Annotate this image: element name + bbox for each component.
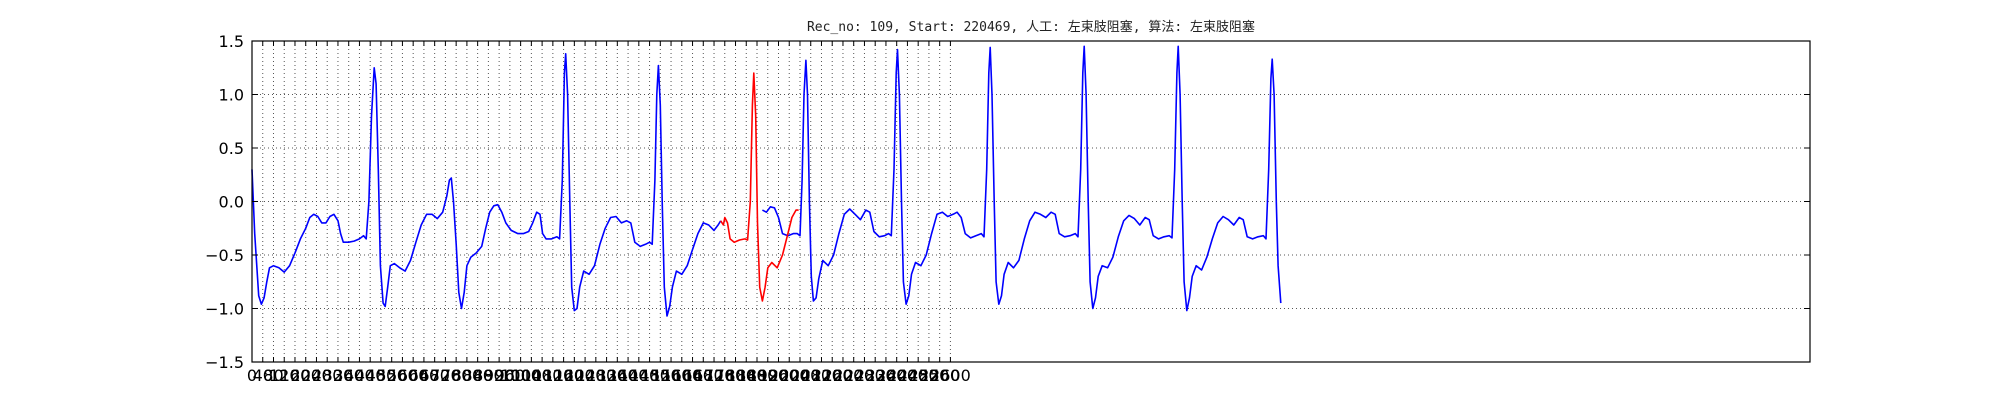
x-tick-label: 1120 — [532, 366, 573, 385]
x-tick-label: 1440 — [618, 366, 659, 385]
x-tick-label: 800 — [452, 366, 483, 385]
x-tick-label: 1640 — [672, 366, 713, 385]
x-tick-label: 1960 — [758, 366, 799, 385]
x-tick-label: 560 — [387, 366, 418, 385]
x-tick-label: 1720 — [694, 366, 735, 385]
x-tick-label: 1320 — [586, 366, 627, 385]
x-tick-label: 520 — [376, 366, 407, 385]
x-tick-label: 2400 — [876, 366, 917, 385]
x-tick-label: 400 — [344, 366, 375, 385]
ecg-series-1-segment-0 — [720, 72, 799, 302]
x-tick-label: 160 — [280, 366, 311, 385]
y-tick-label: 1.5 — [219, 32, 244, 51]
chart-title: Rec_no: 109, Start: 220469, 人工: 左束肢阻塞, 算… — [807, 19, 1255, 35]
x-tick-label: 1000 — [500, 366, 541, 385]
grid — [251, 40, 1810, 363]
x-tick-label: 1080 — [522, 366, 563, 385]
x-tick-label: 1880 — [737, 366, 778, 385]
x-tick-label: 680 — [419, 366, 450, 385]
x-tick-label: 2440 — [887, 366, 928, 385]
x-tick-label: 1680 — [683, 366, 724, 385]
ecg-series-0-segment-0 — [251, 53, 722, 317]
x-tick-label: 240 — [301, 366, 332, 385]
x-tick-label: 480 — [366, 366, 397, 385]
x-tick-label: 2000 — [769, 366, 810, 385]
x-tick-label: 280 — [312, 366, 343, 385]
x-tick-label: 0 — [247, 366, 257, 385]
x-tick-label: 2360 — [866, 366, 907, 385]
x-tick-label: 40 — [253, 366, 273, 385]
y-axis-ticks: −1.5 −1.0 −0.5 0.0 0.5 1.0 1.5 — [205, 32, 1810, 372]
x-tick-label: 2520 — [909, 366, 950, 385]
x-tick-label: 760 — [441, 366, 472, 385]
x-tick-label: 320 — [323, 366, 354, 385]
x-tick-label: 360 — [333, 366, 364, 385]
y-tick-label: 0.0 — [219, 193, 244, 212]
x-tick-label: 1600 — [661, 366, 702, 385]
x-tick-label: 1800 — [715, 366, 756, 385]
x-tick-label: 1760 — [704, 366, 745, 385]
x-tick-label: 2040 — [780, 366, 821, 385]
x-tick-label: 2320 — [855, 366, 896, 385]
x-tick-label: 640 — [409, 366, 440, 385]
x-tick-label: 2560 — [919, 366, 960, 385]
x-tick-label: 2160 — [812, 366, 853, 385]
y-tick-label: −1.0 — [205, 300, 244, 319]
x-tick-label: 2280 — [844, 366, 885, 385]
x-tick-label: 1920 — [747, 366, 788, 385]
x-tick-label: 440 — [355, 366, 386, 385]
x-tick-label: 1400 — [608, 366, 649, 385]
x-tick-label: 720 — [430, 366, 461, 385]
x-tick-label: 1560 — [651, 366, 692, 385]
x-tick-label: 1040 — [511, 366, 552, 385]
x-tick-label: 920 — [484, 366, 515, 385]
x-tick-label: 1480 — [629, 366, 670, 385]
x-tick-label: 1240 — [565, 366, 606, 385]
x-tick-label: 1160 — [543, 366, 584, 385]
x-tick-label: 880 — [473, 366, 504, 385]
x-tick-label: 2600 — [930, 366, 971, 385]
x-tick-label: 840 — [462, 366, 493, 385]
y-tick-label: 0.5 — [219, 139, 244, 158]
x-tick-label: 200 — [290, 366, 321, 385]
ecg-series-0-segment-1 — [762, 45, 1282, 312]
x-tick-label: 120 — [269, 366, 300, 385]
x-tick-label: 2240 — [833, 366, 874, 385]
x-tick-label: 1280 — [575, 366, 616, 385]
x-tick-label: 2120 — [801, 366, 842, 385]
y-tick-label: 1.0 — [219, 86, 244, 105]
x-tick-label: 960 — [495, 366, 526, 385]
x-tick-label: 1200 — [554, 366, 595, 385]
x-axis-ticks: 0408012016020024028032036040044048052056… — [247, 41, 971, 385]
x-tick-label: 2200 — [823, 366, 864, 385]
x-tick-label: 1360 — [597, 366, 638, 385]
ecg-trace — [251, 45, 1282, 317]
x-tick-label: 1520 — [640, 366, 681, 385]
x-tick-label: 1840 — [726, 366, 767, 385]
x-tick-label: 2480 — [898, 366, 939, 385]
y-tick-label: −1.5 — [205, 353, 244, 372]
x-tick-label: 600 — [398, 366, 429, 385]
x-tick-label: 80 — [263, 366, 283, 385]
y-tick-label: −0.5 — [205, 246, 244, 265]
x-tick-label: 2080 — [790, 366, 831, 385]
